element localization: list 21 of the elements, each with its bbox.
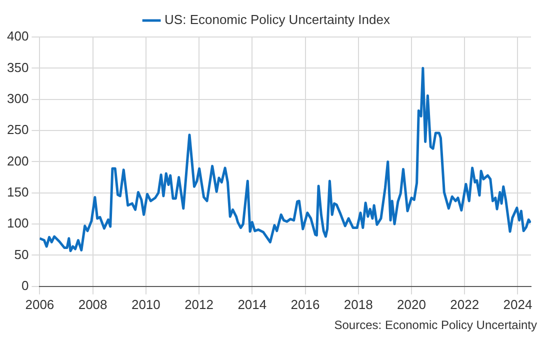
source-note: Sources: Economic Policy Uncertainty [334, 318, 537, 332]
y-tick-label: 100 [6, 216, 29, 231]
y-tick-label: 250 [6, 122, 29, 138]
y-tick-label: 350 [6, 60, 29, 75]
x-tick-label: 2012 [184, 296, 214, 312]
x-tick-label: 2020 [397, 296, 426, 312]
y-tick-label: 50 [14, 246, 29, 262]
legend-label: US: Economic Policy Uncertainty Index [164, 12, 390, 28]
x-tick-label: 2006 [25, 296, 54, 312]
x-tick-label: 2024 [503, 296, 532, 312]
y-tick-label: 400 [6, 28, 29, 44]
x-tick-label: 2014 [238, 296, 267, 312]
y-tick-label: 150 [6, 184, 29, 200]
y-tick-label: 0 [21, 278, 29, 293]
x-tick-label: 2010 [131, 296, 160, 312]
x-tick-label: 2016 [290, 296, 320, 312]
y-tick-label: 200 [6, 153, 29, 168]
x-tick-label: 2008 [78, 296, 108, 312]
y-tick-label: 300 [6, 90, 29, 106]
x-tick-label: 2018 [344, 296, 373, 312]
x-tick-label: 2022 [450, 296, 480, 312]
